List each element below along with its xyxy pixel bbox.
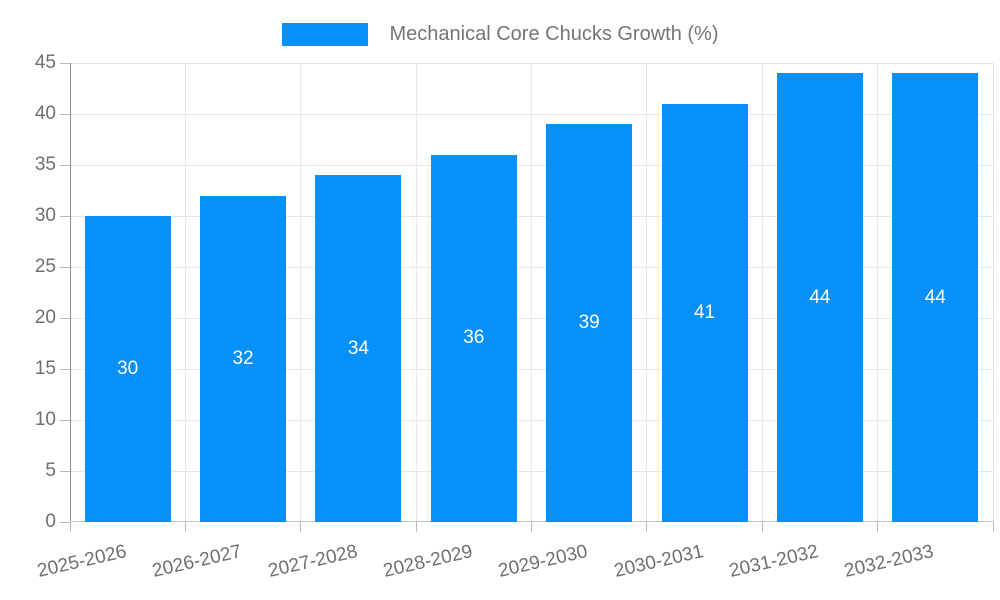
y-tick: [60, 113, 70, 115]
y-axis-label: 40: [34, 103, 56, 124]
x-gridline: [184, 63, 186, 522]
bar-value-label: 32: [232, 347, 254, 369]
x-tick: [992, 522, 994, 532]
x-axis-label: 2028-2029: [381, 541, 475, 582]
bar-value-label: 44: [809, 286, 831, 308]
x-axis-label: 2025-2026: [35, 541, 129, 582]
legend-label: Mechanical Core Chucks Growth (%): [389, 23, 719, 45]
y-axis-label: 45: [34, 52, 56, 73]
x-tick: [184, 522, 186, 532]
x-gridline: [300, 63, 302, 522]
bar-value-label: 34: [347, 337, 369, 359]
y-tick: [60, 62, 70, 64]
y-axis-label: 30: [34, 205, 56, 226]
y-tick: [60, 419, 70, 421]
x-tick: [531, 522, 532, 532]
legend[interactable]: Mechanical Core Chucks Growth (%): [0, 22, 1000, 46]
y-tick: [60, 215, 70, 217]
bar[interactable]: 39: [546, 124, 633, 522]
x-gridline: [415, 63, 417, 522]
x-tick: [646, 522, 648, 532]
x-axis-label: 2031-2032: [727, 541, 821, 582]
y-axis-label: 20: [34, 307, 56, 328]
x-gridline: [877, 63, 879, 522]
bar-value-label: 39: [578, 312, 600, 334]
x-axis-line: [70, 521, 993, 522]
x-gridline: [531, 63, 532, 522]
x-axis-label: 2032-2033: [842, 541, 937, 582]
y-tick: [60, 368, 70, 370]
bar[interactable]: 30: [84, 216, 171, 522]
y-axis-line: [70, 63, 71, 522]
y-axis-label: 10: [34, 409, 56, 430]
bar-value-label: 30: [117, 358, 139, 379]
x-tick: [415, 522, 417, 532]
bar[interactable]: 36: [430, 154, 517, 522]
y-tick: [60, 317, 70, 319]
y-axis-label: 35: [34, 154, 56, 175]
x-tick: [761, 522, 763, 532]
plot-area: 0 5 10 15 20 25 30 35 40 45 30 2025-2026 32 2026-2027…: [35, 52, 994, 582]
bar-value-label: 36: [463, 327, 485, 349]
y-axis-label: 5: [45, 460, 56, 481]
bar[interactable]: 34: [315, 175, 402, 522]
y-tick: [60, 470, 70, 472]
bar-value-label: 41: [693, 301, 716, 323]
y-axis-label: 25: [34, 256, 56, 277]
x-gridline: [761, 63, 763, 522]
bar[interactable]: 41: [661, 103, 748, 522]
x-axis-label: 2027-2028: [265, 541, 360, 582]
x-axis-label: 2029-2030: [496, 541, 590, 582]
bar-value-label: 44: [924, 286, 946, 308]
y-axis-label: 15: [34, 358, 56, 379]
y-tick: [60, 521, 70, 523]
y-tick: [60, 266, 70, 268]
x-axis-label: 2026-2027: [150, 541, 244, 582]
bar[interactable]: 32: [200, 195, 287, 522]
bar[interactable]: 44: [892, 73, 979, 522]
x-tick: [300, 522, 302, 532]
bar[interactable]: 44: [776, 73, 863, 522]
x-tick: [877, 522, 879, 532]
y-tick: [60, 164, 70, 166]
legend-swatch: [281, 22, 368, 46]
x-tick: [69, 522, 71, 532]
x-axis-label: 2030-2031: [612, 541, 706, 582]
x-gridline: [992, 63, 994, 522]
y-axis-label: 0: [45, 511, 56, 532]
x-gridline: [646, 63, 648, 522]
